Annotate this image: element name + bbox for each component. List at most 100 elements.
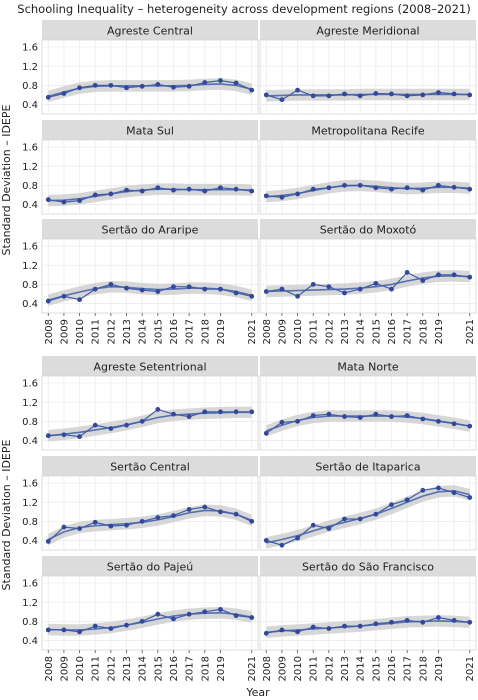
y-tick-label: 1.6 [22, 379, 38, 390]
data-point [451, 618, 457, 623]
data-point [249, 87, 255, 93]
data-point [420, 619, 426, 625]
data-point [404, 497, 410, 503]
x-axis-label: Year [245, 686, 270, 699]
data-point [186, 414, 192, 419]
confidence-band [48, 281, 252, 306]
data-point [263, 92, 269, 98]
facet-strip [260, 356, 476, 376]
data-point [357, 623, 363, 629]
data-point [155, 611, 161, 617]
data-point [279, 97, 285, 103]
data-point [171, 84, 176, 90]
x-tick-label: 2008 [262, 319, 273, 344]
facet-panel: Agreste Setentrional 0.4 0.8 1.2 1.6 [22, 356, 259, 451]
data-point [263, 630, 269, 636]
data-point [404, 413, 410, 419]
data-point [155, 407, 161, 412]
smooth-line [48, 411, 252, 437]
x-tick-label: 2013 [122, 319, 133, 344]
data-point [249, 409, 255, 415]
data-point [342, 414, 347, 419]
data-point [451, 421, 457, 427]
data-point [373, 411, 379, 417]
y-tick-label: 1.6 [22, 479, 38, 490]
y-tick-label: 0.8 [22, 181, 38, 192]
y-tick-label: 1.6 [22, 43, 38, 54]
data-point [139, 518, 145, 524]
data-point [171, 187, 176, 193]
data-point [389, 186, 394, 192]
data-point [155, 289, 161, 294]
facet-strip [260, 219, 476, 239]
facet-panel: Mata Sul 0.4 0.8 1.2 1.6 [22, 120, 259, 215]
x-tick-label: 2010 [293, 656, 304, 681]
x-tick-label: 2021 [247, 319, 258, 344]
x-tick-label: 2017 [403, 319, 414, 344]
data-point [92, 519, 98, 525]
data-point [124, 187, 129, 193]
data-point [77, 85, 82, 91]
smooth-line [266, 489, 470, 544]
data-point [263, 193, 269, 199]
data-point [108, 626, 114, 631]
x-tick-label: 2015 [371, 319, 382, 344]
data-point [45, 94, 51, 100]
confidence-band [48, 406, 252, 442]
data-point [342, 290, 347, 296]
x-tick-label: 2012 [106, 656, 117, 681]
facet-title: Sertão do Araripe [102, 224, 199, 237]
data-point [436, 182, 441, 188]
y-tick-label: 0.4 [22, 200, 38, 211]
data-point [45, 197, 51, 203]
data-point [218, 286, 223, 292]
data-point [467, 274, 473, 280]
data-point [249, 293, 255, 299]
data-point [171, 616, 176, 622]
data-point [108, 426, 114, 431]
panel-background [259, 39, 477, 115]
x-tick-label: 2015 [371, 656, 382, 681]
data-point [92, 192, 98, 198]
x-tick-label: 2011 [309, 319, 320, 344]
smooth-line [266, 415, 470, 432]
facet-title: Agreste Setentrional [93, 361, 206, 374]
data-point [326, 626, 332, 631]
data-point [233, 511, 239, 517]
x-tick-label: 2014 [356, 319, 367, 344]
smooth-line [266, 184, 470, 198]
x-tick-label: 2021 [247, 656, 258, 681]
data-point [420, 187, 426, 193]
data-point [357, 516, 363, 522]
x-tick-label: 2019 [216, 319, 227, 344]
smooth-line [266, 93, 470, 97]
smooth-line [266, 620, 470, 634]
data-point [326, 526, 332, 531]
data-point [310, 413, 316, 419]
y-tick-label: 0.8 [22, 517, 38, 528]
facet-strip [42, 556, 258, 576]
y-tick-label: 1.2 [22, 598, 38, 609]
x-tick-label: 2011 [91, 319, 102, 344]
data-point [155, 82, 161, 87]
smooth-line [48, 611, 252, 631]
data-point [279, 419, 285, 425]
data-point [92, 286, 98, 292]
data-point [249, 518, 255, 524]
x-tick-label: 2009 [59, 319, 70, 344]
data-point [279, 286, 285, 292]
data-point [326, 411, 332, 417]
x-tick-label: 2008 [44, 319, 55, 344]
y-tick-label: 0.4 [22, 636, 38, 647]
x-tick-label: 2013 [340, 656, 351, 681]
data-point [295, 293, 300, 299]
data-point [233, 80, 239, 86]
data-point [77, 198, 82, 204]
data-point [436, 272, 441, 278]
panel-background [259, 575, 477, 651]
data-point [218, 607, 223, 612]
x-tick-label: 2010 [293, 319, 304, 344]
smooth-line [48, 285, 252, 301]
y-tick-label: 0.4 [22, 536, 38, 547]
data-point [218, 509, 223, 515]
